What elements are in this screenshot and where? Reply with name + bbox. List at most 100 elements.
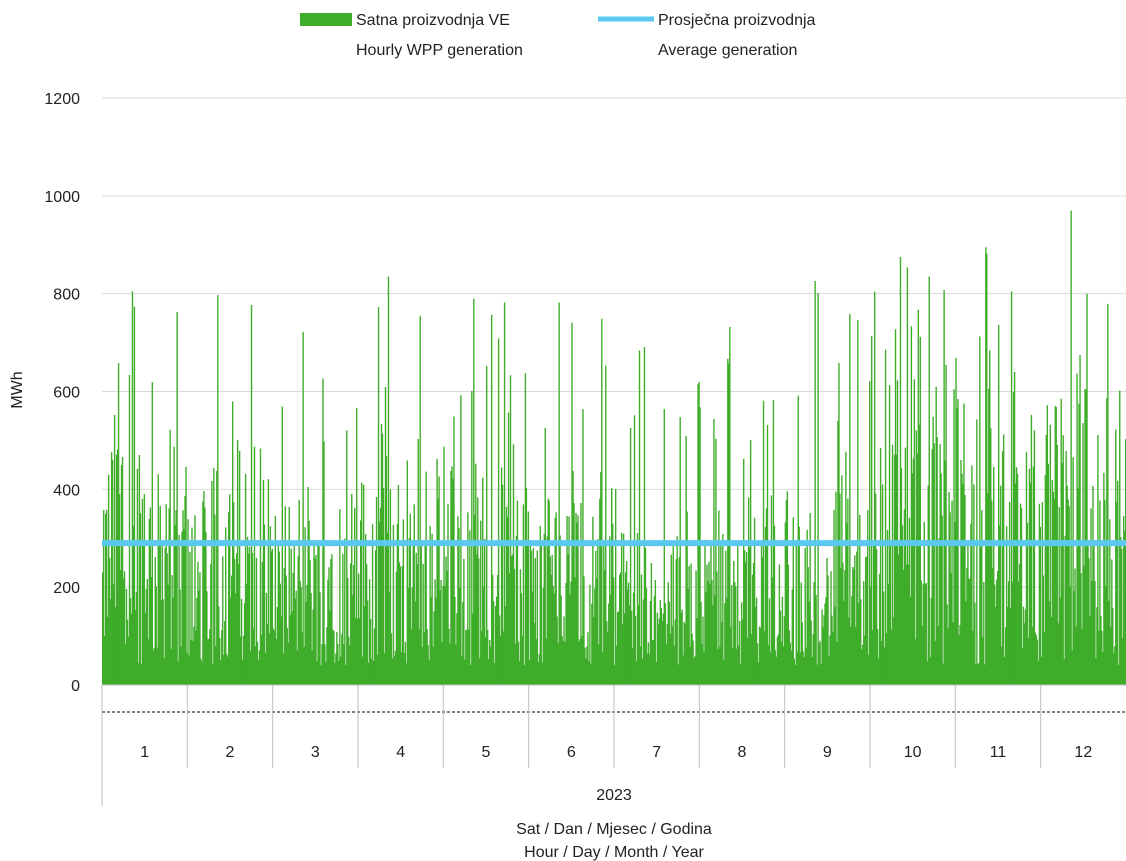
- generation-bar: [746, 637, 749, 685]
- generation-bar: [978, 663, 980, 685]
- generation-bar: [287, 642, 289, 685]
- generation-bar: [418, 628, 420, 685]
- generation-bar: [404, 641, 407, 685]
- generation-bar: [303, 646, 305, 685]
- y-tick-label: 1200: [44, 91, 80, 108]
- generation-bar: [698, 381, 700, 685]
- generation-bar: [672, 544, 674, 685]
- generation-bar: [634, 615, 637, 685]
- generation-bar: [908, 517, 911, 685]
- generation-bar: [349, 645, 351, 685]
- generation-bar: [494, 605, 497, 685]
- generation-bar: [653, 595, 656, 685]
- generation-bar: [743, 550, 746, 685]
- generation-bar: [593, 617, 595, 685]
- generation-bar: [104, 513, 107, 685]
- generation-bar: [1092, 485, 1094, 685]
- generation-bar: [507, 412, 510, 685]
- generation-bar: [875, 549, 878, 685]
- generation-bar: [256, 642, 259, 685]
- generation-bar: [209, 629, 211, 685]
- generation-bar: [1013, 371, 1016, 685]
- generation-bar: [223, 654, 225, 685]
- generation-bar: [592, 516, 594, 685]
- generation-bar: [445, 556, 447, 685]
- generation-bar: [244, 473, 247, 685]
- y-tick-label: 600: [53, 385, 80, 402]
- generation-bar: [872, 542, 875, 685]
- generation-bar: [398, 562, 401, 685]
- generation-bar: [198, 590, 200, 685]
- generation-bar: [130, 613, 133, 685]
- generation-bar: [1040, 656, 1043, 685]
- generation-bar: [749, 440, 752, 685]
- generation-bar: [1121, 549, 1123, 685]
- generation-bar: [717, 649, 719, 685]
- generation-bar: [930, 597, 932, 685]
- year-label: 2023: [596, 787, 632, 804]
- generation-bar: [912, 458, 915, 685]
- generation-bar: [182, 510, 184, 685]
- generation-bar: [230, 575, 233, 685]
- generation-bar: [547, 498, 549, 685]
- generation-bar: [472, 613, 474, 685]
- generation-bar: [452, 478, 454, 685]
- generation-bar: [558, 302, 560, 685]
- generation-bar: [1009, 607, 1012, 685]
- generation-bar: [755, 597, 758, 685]
- generation-bar: [633, 415, 636, 685]
- generation-bar: [170, 649, 172, 685]
- generation-bar: [918, 424, 921, 685]
- generation-bar: [116, 449, 119, 685]
- generation-bar: [1093, 542, 1095, 685]
- generation-bar: [945, 364, 947, 685]
- generation-bar: [330, 559, 332, 685]
- generation-bar: [1100, 615, 1102, 685]
- generation-bar: [770, 495, 773, 685]
- generation-bar: [1038, 503, 1041, 685]
- generation-bar: [1028, 468, 1031, 685]
- generation-bar: [622, 533, 625, 685]
- generation-bar: [286, 627, 288, 685]
- generation-bar: [920, 580, 922, 685]
- generation-bar: [417, 438, 419, 685]
- generation-bar: [801, 622, 803, 685]
- y-axis-title: MWh: [9, 371, 26, 408]
- generation-bar: [754, 606, 757, 685]
- generation-bar: [1025, 451, 1028, 685]
- generation-bar: [972, 631, 974, 685]
- generation-bar: [707, 581, 709, 685]
- generation-bar: [487, 658, 490, 685]
- generation-bar: [998, 324, 1000, 685]
- generation-bar: [614, 488, 617, 685]
- generation-bar: [919, 336, 921, 685]
- generation-bar: [499, 635, 502, 685]
- generation-bar: [883, 647, 886, 685]
- generation-bar: [315, 554, 317, 685]
- generation-bar: [851, 596, 853, 685]
- generation-bar: [1004, 627, 1007, 685]
- generation-bar: [412, 542, 414, 685]
- generation-bar: [807, 567, 809, 685]
- generation-bar: [934, 640, 936, 685]
- generation-bar: [450, 470, 452, 685]
- generation-bar: [269, 526, 272, 685]
- generation-bar: [476, 554, 478, 685]
- generation-bar: [778, 564, 781, 685]
- generation-bar: [289, 615, 291, 685]
- generation-bar: [971, 465, 973, 685]
- generation-bar: [407, 587, 409, 685]
- generation-bar: [486, 366, 488, 685]
- generation-bar: [540, 545, 542, 685]
- generation-bar: [156, 648, 158, 685]
- generation-bar: [947, 628, 949, 685]
- generation-bar: [991, 500, 993, 685]
- generation-bar: [571, 322, 573, 685]
- generation-bar: [904, 447, 907, 685]
- generation-bar: [217, 295, 219, 685]
- generation-bar: [294, 598, 296, 685]
- generation-bar: [840, 567, 842, 685]
- generation-bar: [732, 647, 734, 685]
- generation-bar: [683, 622, 685, 685]
- generation-bar: [985, 247, 987, 685]
